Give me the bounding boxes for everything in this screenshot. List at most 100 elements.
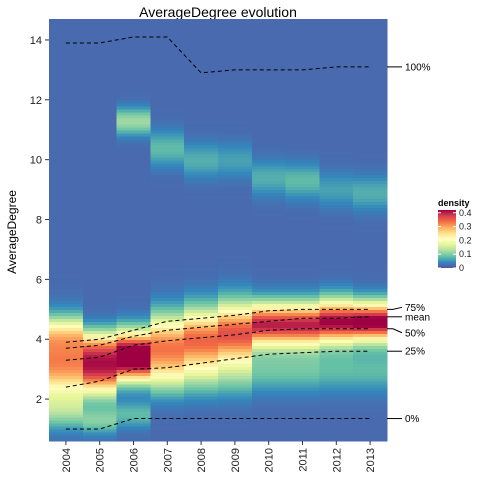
density-cell [184,303,219,307]
density-cell [116,75,151,80]
density-cell [218,123,253,128]
density-cell [49,372,84,376]
density-cell [251,63,287,68]
density-cell [251,237,287,242]
quantile-line-25pct [65,350,371,388]
density-cell [319,285,354,289]
density-cell [184,135,219,140]
density-cell [150,159,185,164]
density-cell [49,342,84,346]
density-cell [184,237,219,242]
density-cell [319,363,354,367]
density-cell [251,315,287,319]
density-cell [285,288,320,292]
density-cell [116,183,151,188]
density-cell [150,423,185,427]
density-cell [49,435,84,439]
density-cell [319,189,354,194]
density-cell [251,186,287,191]
density-cell [285,429,320,433]
density-cell [285,330,320,334]
density-cell [150,402,185,406]
density-cell [49,222,84,227]
density-cell [82,330,118,334]
density-cell [319,144,354,149]
density-cell [353,297,388,301]
density-cell [116,132,151,137]
density-cell [49,438,84,442]
density-cell [285,402,320,406]
density-cell [82,336,118,340]
density-cell [285,273,320,277]
density-cell [82,288,118,292]
density-cell [150,243,185,248]
density-cell [251,435,287,439]
density-cell [353,258,388,263]
density-cell [218,117,253,122]
density-cell [184,219,219,224]
density-cell [353,327,388,331]
density-cell [150,249,185,254]
density-cell [150,72,185,77]
density-cell [116,225,151,230]
density-cell [116,135,151,140]
density-cell [116,177,151,182]
density-cell [353,51,388,56]
quantile-label: 50% [405,328,425,339]
density-cell [353,81,388,86]
density-cell [184,204,219,209]
density-cell [150,309,185,313]
density-cell [218,369,253,373]
density-cell [285,117,320,122]
density-cell [49,57,84,62]
density-cell [82,33,118,38]
density-cell [319,168,354,173]
density-cell [353,36,388,41]
density-cell [218,51,253,56]
density-cell [116,180,151,185]
density-cell [353,234,388,239]
density-cell [353,213,388,218]
density-cell [285,144,320,149]
density-cell [116,258,151,263]
density-cell [353,315,388,319]
density-cell [285,159,320,164]
density-cell [218,222,253,227]
density-cell [184,429,219,433]
density-cell [82,249,118,254]
density-cell [49,120,84,125]
quantile-leader [387,328,403,334]
density-cell [353,210,388,215]
density-cell [82,240,118,245]
density-cell [353,384,388,388]
density-cell [353,162,388,167]
density-cell [251,303,287,307]
density-cell [116,168,151,173]
density-cell [285,264,320,269]
density-cell [285,147,320,152]
density-cell [49,369,84,373]
density-cell [184,378,219,382]
density-cell [218,294,253,298]
density-column [218,19,253,442]
density-cell [353,270,388,274]
density-cell [285,303,320,307]
density-cell [218,126,253,131]
density-cell [49,396,84,400]
density-cell [116,174,151,179]
density-cell [116,339,151,343]
density-cell [184,48,219,53]
density-cell [319,282,354,286]
density-cell [353,369,388,373]
density-cell [251,351,287,355]
plot-area [49,19,388,442]
density-cell [116,150,151,155]
density-cell [285,345,320,349]
density-cell [116,90,151,95]
density-cell [285,333,320,337]
density-cell [218,141,253,146]
density-cell [319,336,354,340]
density-cell [353,183,388,188]
density-cell [82,54,118,59]
density-cell [150,303,185,307]
